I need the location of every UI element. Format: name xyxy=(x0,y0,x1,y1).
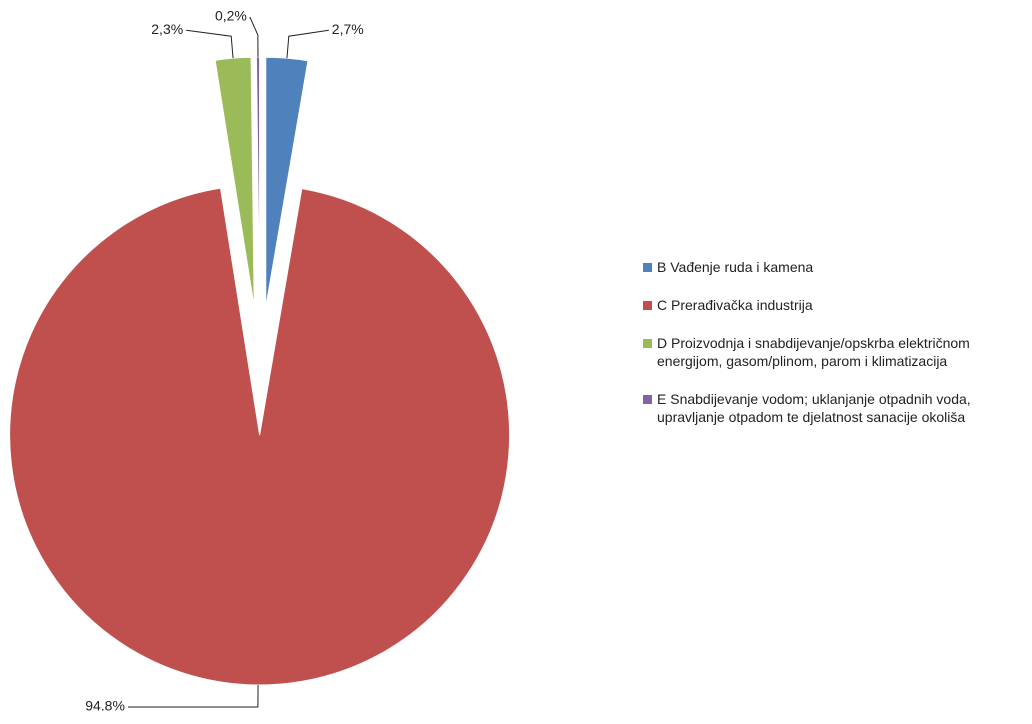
legend-swatch xyxy=(643,339,652,348)
legend-item: C Prerađivačka industrija xyxy=(643,296,1032,314)
legend-item: B Vađenje ruda i kamena xyxy=(643,258,1032,276)
legend-label: B Vađenje ruda i kamena xyxy=(657,259,814,275)
pie-slice xyxy=(265,56,309,308)
data-label: 2,3% xyxy=(151,21,183,37)
legend-label: E Snabdijevanje vodom; uklanjanje otpadn… xyxy=(657,391,971,425)
legend-swatch xyxy=(643,263,652,272)
legend-item: E Snabdijevanje vodom; uklanjanje otpadn… xyxy=(643,390,1032,426)
data-label: 0,2% xyxy=(215,8,247,24)
pie-slice xyxy=(255,56,261,308)
data-label: 94.8% xyxy=(85,698,125,714)
legend-label: D Proizvodnja i snabdijevanje/opskrba el… xyxy=(657,335,970,369)
leader-line xyxy=(186,29,234,59)
legend-swatch xyxy=(643,301,652,310)
legend-label: C Prerađivačka industrija xyxy=(657,297,813,313)
leader-line xyxy=(249,16,259,58)
legend: B Vađenje ruda i kamena C Prerađivačka in… xyxy=(643,258,1032,446)
leader-line xyxy=(286,29,329,59)
legend-item: D Proizvodnja i snabdijevanje/opskrba el… xyxy=(643,334,1032,370)
data-label: 2,7% xyxy=(332,21,364,37)
legend-swatch xyxy=(643,395,652,404)
leader-line xyxy=(127,684,259,708)
